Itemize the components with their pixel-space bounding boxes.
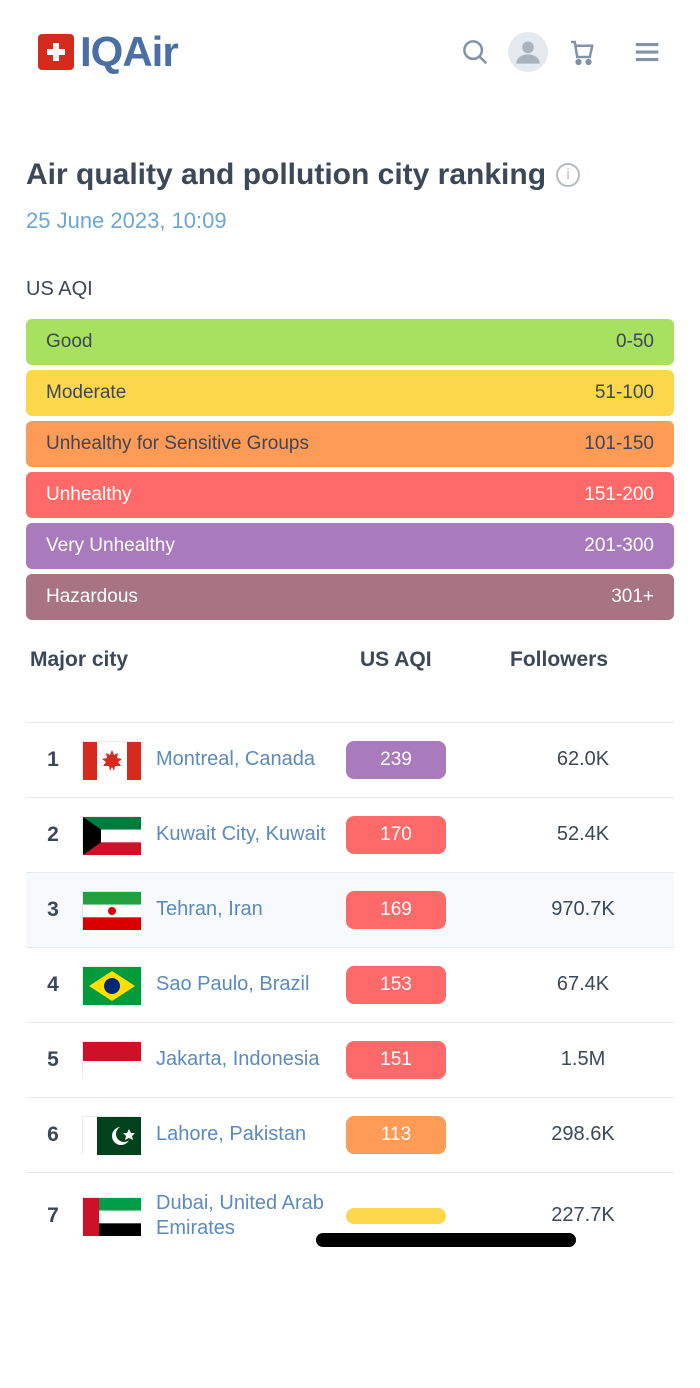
column-followers: Followers bbox=[510, 648, 670, 672]
country-flag-icon bbox=[82, 1116, 140, 1154]
rank-number: 4 bbox=[30, 973, 76, 997]
table-header: Major city US AQI Followers bbox=[26, 648, 674, 672]
city-name[interactable]: Dubai, United Arab Emirates bbox=[156, 1191, 346, 1241]
legend-label: Unhealthy bbox=[46, 484, 132, 506]
country-flag-icon bbox=[82, 816, 140, 854]
rank-number: 1 bbox=[30, 748, 76, 772]
info-icon[interactable]: i bbox=[556, 163, 580, 187]
city-name[interactable]: Montreal, Canada bbox=[156, 747, 346, 772]
legend-row: Very Unhealthy 201-300 bbox=[26, 523, 674, 569]
swiss-cross-icon bbox=[38, 34, 74, 70]
legend-range: 0-50 bbox=[616, 331, 654, 353]
legend-row: Good 0-50 bbox=[26, 319, 674, 365]
aqi-badge: 170 bbox=[346, 816, 446, 854]
legend-label: Very Unhealthy bbox=[46, 535, 175, 557]
aqi-cell: 151 bbox=[346, 1041, 496, 1079]
page-title: Air quality and pollution city ranking bbox=[26, 156, 546, 194]
aqi-legend: Good 0-50 Moderate 51-100 Unhealthy for Sens… bbox=[26, 319, 674, 620]
aqi-cell: 113 bbox=[346, 1116, 496, 1154]
rank-number: 5 bbox=[30, 1048, 76, 1072]
search-icon[interactable] bbox=[460, 37, 490, 67]
country-flag-icon bbox=[82, 891, 140, 929]
followers-count: 1.5M bbox=[496, 1048, 670, 1071]
aqi-badge bbox=[346, 1208, 446, 1224]
brand-logo[interactable]: IQAir bbox=[38, 28, 178, 76]
aqi-cell: 153 bbox=[346, 966, 496, 1004]
legend-label: Moderate bbox=[46, 382, 126, 404]
profile-avatar[interactable] bbox=[508, 32, 548, 72]
aqi-cell bbox=[346, 1208, 496, 1224]
main-content: Air quality and pollution city ranking i… bbox=[0, 86, 700, 1259]
redaction-bar bbox=[316, 1233, 576, 1247]
table-row[interactable]: 2 Kuwait City, Kuwait170 52.4K bbox=[26, 797, 674, 872]
legend-row: Unhealthy 151-200 bbox=[26, 472, 674, 518]
aqi-badge: 153 bbox=[346, 966, 446, 1004]
legend-range: 151-200 bbox=[584, 484, 654, 506]
legend-range: 101-150 bbox=[584, 433, 654, 455]
followers-count: 227.7K bbox=[496, 1204, 670, 1227]
city-name[interactable]: Tehran, Iran bbox=[156, 897, 346, 922]
header-actions bbox=[460, 32, 662, 72]
city-name[interactable]: Jakarta, Indonesia bbox=[156, 1047, 346, 1072]
country-flag-icon bbox=[82, 1041, 140, 1079]
city-name[interactable]: Kuwait City, Kuwait bbox=[156, 822, 346, 847]
aqi-badge: 151 bbox=[346, 1041, 446, 1079]
aqi-cell: 239 bbox=[346, 741, 496, 779]
table-row[interactable]: 6 Lahore, Pakistan113 298.6K bbox=[26, 1097, 674, 1172]
table-row[interactable]: 5 Jakarta, Indonesia151 1.5M bbox=[26, 1022, 674, 1097]
column-aqi: US AQI bbox=[360, 648, 510, 672]
scale-label: US AQI bbox=[26, 278, 674, 301]
app-header: IQAir bbox=[0, 0, 700, 86]
table-row[interactable]: 4 Sao Paulo, Brazil153 67.4K bbox=[26, 947, 674, 1022]
legend-label: Unhealthy for Sensitive Groups bbox=[46, 433, 309, 455]
city-name[interactable]: Lahore, Pakistan bbox=[156, 1122, 346, 1147]
followers-count: 298.6K bbox=[496, 1123, 670, 1146]
country-flag-icon bbox=[82, 1197, 140, 1235]
legend-range: 201-300 bbox=[584, 535, 654, 557]
legend-row: Unhealthy for Sensitive Groups 101-150 bbox=[26, 421, 674, 467]
aqi-cell: 169 bbox=[346, 891, 496, 929]
column-city: Major city bbox=[30, 648, 360, 672]
table-row[interactable]: 3 Tehran, Iran169 970.7K bbox=[26, 872, 674, 947]
timestamp: 25 June 2023, 10:09 bbox=[26, 208, 674, 234]
aqi-cell: 170 bbox=[346, 816, 496, 854]
legend-label: Hazardous bbox=[46, 586, 138, 608]
country-flag-icon bbox=[82, 966, 140, 1004]
legend-row: Moderate 51-100 bbox=[26, 370, 674, 416]
legend-range: 301+ bbox=[611, 586, 654, 608]
country-flag-icon bbox=[82, 741, 140, 779]
legend-range: 51-100 bbox=[595, 382, 654, 404]
aqi-badge: 169 bbox=[346, 891, 446, 929]
hamburger-menu-icon[interactable] bbox=[632, 37, 662, 67]
legend-row: Hazardous 301+ bbox=[26, 574, 674, 620]
followers-count: 67.4K bbox=[496, 973, 670, 996]
rank-number: 7 bbox=[30, 1204, 76, 1228]
aqi-badge: 239 bbox=[346, 741, 446, 779]
rank-number: 2 bbox=[30, 823, 76, 847]
brand-name: IQAir bbox=[80, 28, 178, 76]
followers-count: 62.0K bbox=[496, 748, 670, 771]
followers-count: 52.4K bbox=[496, 823, 670, 846]
rank-number: 6 bbox=[30, 1123, 76, 1147]
aqi-badge: 113 bbox=[346, 1116, 446, 1154]
table-row[interactable]: 1 Montreal, Canada239 62.0K bbox=[26, 722, 674, 797]
ranking-table: 1 Montreal, Canada239 62.0K 2 Kuwait City, K… bbox=[26, 722, 674, 1259]
legend-label: Good bbox=[46, 331, 92, 353]
rank-number: 3 bbox=[30, 898, 76, 922]
followers-count: 970.7K bbox=[496, 898, 670, 921]
cart-icon[interactable] bbox=[566, 37, 596, 67]
city-name[interactable]: Sao Paulo, Brazil bbox=[156, 972, 346, 997]
